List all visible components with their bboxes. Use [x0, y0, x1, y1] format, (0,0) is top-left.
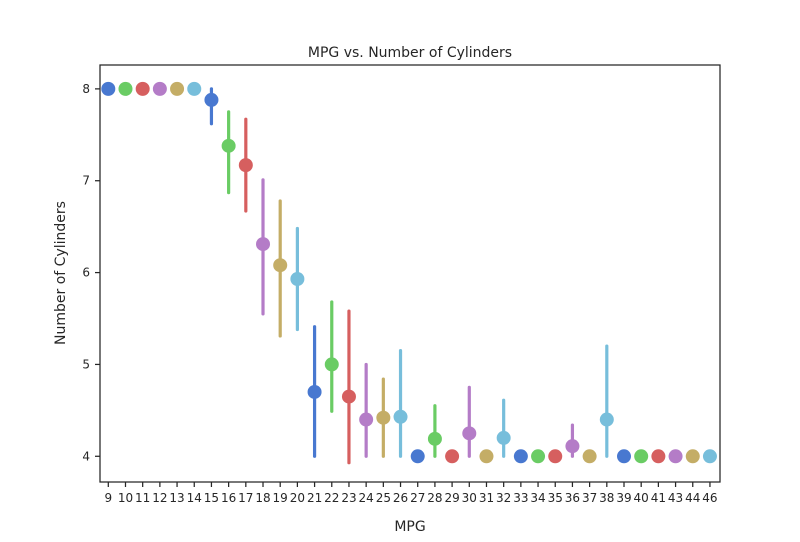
- x-tick-label: 25: [376, 491, 391, 505]
- x-tick-label: 14: [187, 491, 202, 505]
- data-point: [685, 449, 700, 464]
- data-point: [221, 138, 236, 153]
- x-tick-label: 44: [685, 491, 700, 505]
- data-point: [479, 449, 494, 464]
- x-tick-label: 31: [479, 491, 494, 505]
- data-point: [101, 81, 116, 96]
- data-point: [393, 409, 408, 424]
- data-point: [273, 258, 288, 273]
- x-tick-label: 13: [169, 491, 184, 505]
- plot-frame: [99, 64, 721, 483]
- data-point: [582, 449, 597, 464]
- x-tick-label: 21: [307, 491, 322, 505]
- x-tick-label: 33: [513, 491, 528, 505]
- data-point: [152, 81, 167, 96]
- x-tick-label: 16: [221, 491, 236, 505]
- x-tick-label: 36: [565, 491, 580, 505]
- x-tick-label: 18: [255, 491, 270, 505]
- x-tick-label: 17: [238, 491, 253, 505]
- x-tick-label: 38: [599, 491, 614, 505]
- data-point: [565, 439, 580, 454]
- data-point: [307, 384, 322, 399]
- x-tick-label: 26: [393, 491, 408, 505]
- data-point: [410, 449, 425, 464]
- x-tick-label: 30: [462, 491, 477, 505]
- x-tick-label: 22: [324, 491, 339, 505]
- data-point: [702, 449, 717, 464]
- x-tick-label: 19: [273, 491, 288, 505]
- x-tick-label: 32: [496, 491, 511, 505]
- x-tick-label: 12: [152, 491, 167, 505]
- chart-title: MPG vs. Number of Cylinders: [308, 45, 512, 61]
- y-tick-label: 8: [82, 82, 90, 96]
- x-tick-label: 23: [341, 491, 356, 505]
- data-point: [445, 449, 460, 464]
- data-point: [668, 449, 683, 464]
- data-point: [256, 237, 271, 252]
- x-tick-label: 43: [668, 491, 683, 505]
- x-tick-label: 37: [582, 491, 597, 505]
- data-point: [204, 92, 219, 107]
- data-point: [359, 412, 374, 427]
- x-tick-label: 27: [410, 491, 425, 505]
- x-tick-label: 10: [118, 491, 133, 505]
- x-tick-label: 24: [359, 491, 374, 505]
- y-tick-label: 7: [82, 174, 90, 188]
- data-point: [599, 412, 614, 427]
- x-tick-label: 28: [427, 491, 442, 505]
- x-tick-label: 35: [548, 491, 563, 505]
- x-tick-label: 46: [702, 491, 717, 505]
- data-point: [238, 158, 253, 173]
- data-point: [290, 272, 305, 287]
- x-tick-label: 34: [530, 491, 545, 505]
- data-point: [548, 449, 563, 464]
- data-point: [513, 449, 528, 464]
- data-marks: [101, 81, 717, 465]
- data-point: [135, 81, 150, 96]
- x-axis: 9 10 11 12 13 14 15 16 17 18 19 20 21 22 23 24 25 26 27 28 2…: [104, 482, 718, 505]
- data-point: [651, 449, 666, 464]
- data-point: [496, 430, 511, 445]
- x-tick-label: 11: [135, 491, 150, 505]
- x-axis-title: MPG: [394, 519, 425, 535]
- data-point: [634, 449, 649, 464]
- y-tick-label: 5: [82, 357, 90, 371]
- y-axis: 4 5 6 7 8: [82, 82, 100, 463]
- y-tick-label: 6: [82, 266, 90, 280]
- data-point: [427, 431, 442, 446]
- data-point: [341, 389, 356, 404]
- x-tick-label: 9: [104, 491, 112, 505]
- y-tick-label: 4: [82, 449, 90, 463]
- data-point: [531, 449, 546, 464]
- y-axis-title: Number of Cylinders: [53, 201, 69, 345]
- x-tick-label: 41: [651, 491, 666, 505]
- x-tick-label: 40: [634, 491, 649, 505]
- x-tick-label: 29: [444, 491, 459, 505]
- data-point: [462, 426, 477, 441]
- data-point: [187, 81, 202, 96]
- data-point: [118, 81, 133, 96]
- x-tick-label: 39: [616, 491, 631, 505]
- data-point: [376, 410, 391, 425]
- data-point: [324, 357, 339, 372]
- x-tick-label: 15: [204, 491, 219, 505]
- data-point: [170, 81, 185, 96]
- x-tick-label: 20: [290, 491, 305, 505]
- data-point: [617, 449, 631, 464]
